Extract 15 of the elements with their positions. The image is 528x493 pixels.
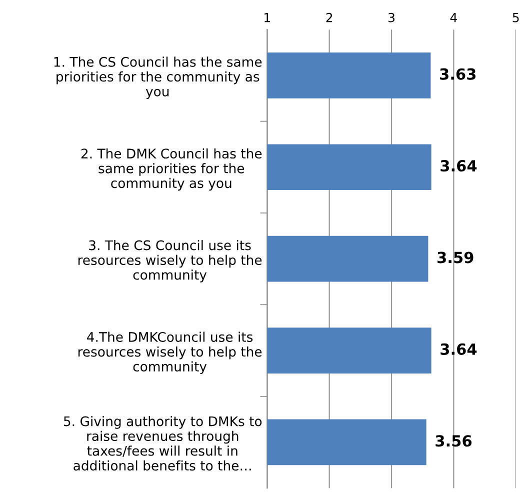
x-tick-label: 1 — [264, 13, 270, 22]
data-label: 3.63 — [440, 68, 476, 80]
x-tick-label: 2 — [326, 12, 332, 22]
data-label: 3.59 — [438, 252, 474, 264]
y-tick-label: 4.The DMKCouncil use its resources wisely to help the community — [78, 332, 262, 374]
data-label: 3.56 — [436, 435, 472, 447]
data-label: 3.64 — [440, 343, 477, 355]
y-tick-label: 5. Giving authority to DMKs to raise revenues through taxes/fees will result in additional benefits to the… — [64, 416, 262, 471]
x-tick-label: 5 — [512, 13, 519, 22]
y-tick-label: 2. The DMK Council has the same priorities for the community as you — [81, 148, 262, 191]
data-label: 3.64 — [440, 160, 477, 172]
y-tick-label: 1. The CS Council has the same priorities for the community as you — [54, 56, 262, 99]
y-tick-label: 3. The CS Council use its resources wisely to help the community — [78, 240, 262, 282]
x-tick-label: 3 — [388, 12, 394, 22]
x-tick-label: 4 — [450, 13, 457, 22]
